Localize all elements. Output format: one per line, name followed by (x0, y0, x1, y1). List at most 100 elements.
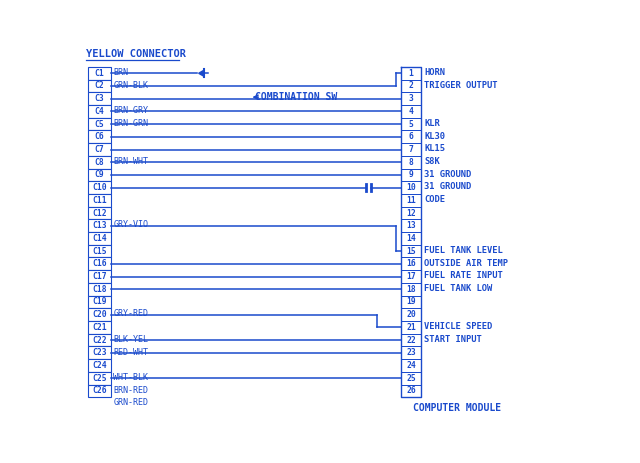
Text: 2: 2 (409, 81, 413, 90)
Bar (401, 92, 421, 105)
Text: 24: 24 (406, 361, 416, 370)
Text: BRN-WHT: BRN-WHT (113, 157, 148, 166)
Text: C24: C24 (92, 361, 107, 370)
Bar (401, 67, 421, 80)
Bar (88, 181, 111, 194)
Bar (401, 245, 421, 257)
Text: COMPUTER MODULE: COMPUTER MODULE (413, 403, 501, 413)
Text: HORN: HORN (424, 68, 445, 77)
Text: 5: 5 (409, 119, 413, 129)
Bar (401, 105, 421, 118)
Text: 15: 15 (406, 247, 416, 256)
Bar (88, 283, 111, 295)
Bar (88, 372, 111, 385)
Text: 7: 7 (409, 145, 413, 154)
Text: GRY-RED: GRY-RED (113, 309, 148, 319)
Polygon shape (198, 70, 204, 76)
Text: GRN-RED: GRN-RED (113, 398, 148, 407)
Bar (401, 232, 421, 245)
Text: 11: 11 (406, 196, 416, 205)
Text: C23: C23 (92, 348, 107, 357)
Bar (88, 80, 111, 92)
Text: KL30: KL30 (424, 131, 445, 141)
Text: FUEL RATE INPUT: FUEL RATE INPUT (424, 271, 503, 280)
Text: KLR: KLR (424, 119, 440, 128)
Bar (401, 118, 421, 131)
Bar (401, 206, 421, 219)
Text: FUEL TANK LEVEL: FUEL TANK LEVEL (424, 246, 503, 255)
Text: 8: 8 (409, 158, 413, 167)
Text: 9: 9 (409, 170, 413, 179)
Text: RED-WHT: RED-WHT (113, 348, 148, 357)
Text: 22: 22 (406, 336, 416, 344)
Bar (88, 257, 111, 270)
Bar (401, 169, 421, 181)
Bar (401, 143, 421, 156)
Text: 13: 13 (406, 221, 416, 230)
Bar (88, 67, 111, 80)
Bar (401, 385, 421, 397)
Bar (88, 169, 111, 181)
Bar (88, 308, 111, 321)
Bar (401, 295, 421, 308)
Bar (88, 118, 111, 131)
Text: 1: 1 (409, 69, 413, 78)
Bar (401, 80, 421, 92)
Bar (88, 206, 111, 219)
Text: C16: C16 (92, 259, 107, 269)
Bar (88, 321, 111, 334)
Bar (401, 181, 421, 194)
Bar (401, 308, 421, 321)
Bar (401, 283, 421, 295)
Text: C19: C19 (92, 297, 107, 307)
Text: C3: C3 (95, 94, 104, 103)
Text: 6: 6 (409, 132, 413, 141)
Text: 16: 16 (406, 259, 416, 269)
Text: 25: 25 (406, 374, 416, 383)
Text: C17: C17 (92, 272, 107, 281)
Text: 17: 17 (406, 272, 416, 281)
Bar (88, 295, 111, 308)
Text: C25: C25 (92, 374, 107, 383)
Text: 20: 20 (406, 310, 416, 319)
Text: C14: C14 (92, 234, 107, 243)
Text: BLK-YEL: BLK-YEL (113, 335, 148, 344)
Bar (401, 257, 421, 270)
Text: C21: C21 (92, 323, 107, 332)
Bar (88, 359, 111, 372)
Bar (88, 156, 111, 169)
Text: 19: 19 (406, 297, 416, 307)
Text: C10: C10 (92, 183, 107, 192)
Text: C26: C26 (92, 387, 107, 395)
Text: BRN-GRN: BRN-GRN (113, 119, 148, 128)
Text: C12: C12 (92, 208, 107, 218)
Text: VEHICLE SPEED: VEHICLE SPEED (424, 322, 493, 331)
Text: C9: C9 (95, 170, 104, 179)
Text: GRN-BLK: GRN-BLK (113, 81, 148, 90)
Text: 4: 4 (409, 107, 413, 116)
Text: 31 GROUND: 31 GROUND (424, 169, 472, 179)
Text: C18: C18 (92, 285, 107, 294)
Bar (401, 372, 421, 385)
Text: YELLOW CONNECTOR: YELLOW CONNECTOR (86, 50, 186, 59)
Bar (401, 194, 421, 206)
Bar (401, 321, 421, 334)
Bar (401, 346, 421, 359)
Text: C7: C7 (95, 145, 104, 154)
Text: CODE: CODE (424, 195, 445, 204)
Bar (401, 359, 421, 372)
Text: C1: C1 (95, 69, 104, 78)
Text: 10: 10 (406, 183, 416, 192)
Text: C8: C8 (95, 158, 104, 167)
Text: FUEL TANK LOW: FUEL TANK LOW (424, 284, 493, 293)
Bar (401, 156, 421, 169)
Bar (88, 92, 111, 105)
Text: KL15: KL15 (424, 144, 445, 153)
Text: BRN-RED: BRN-RED (113, 386, 148, 394)
Text: 21: 21 (406, 323, 416, 332)
Text: 31 GROUND: 31 GROUND (424, 182, 472, 191)
Text: 3: 3 (409, 94, 413, 103)
Text: C6: C6 (95, 132, 104, 141)
Bar (401, 270, 421, 283)
Bar (88, 194, 111, 206)
